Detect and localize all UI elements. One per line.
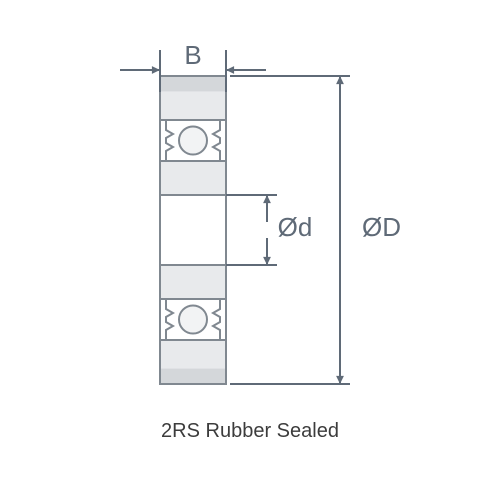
svg-text:ØD: ØD — [362, 212, 401, 242]
svg-text:Ød: Ød — [278, 212, 313, 242]
diagram-caption: 2RS Rubber Sealed — [0, 420, 500, 443]
svg-text:B: B — [184, 40, 201, 70]
bearing-body — [160, 76, 226, 384]
diagram-canvas: B Ød ØD 2RS Rubber Sealed — [0, 0, 500, 500]
